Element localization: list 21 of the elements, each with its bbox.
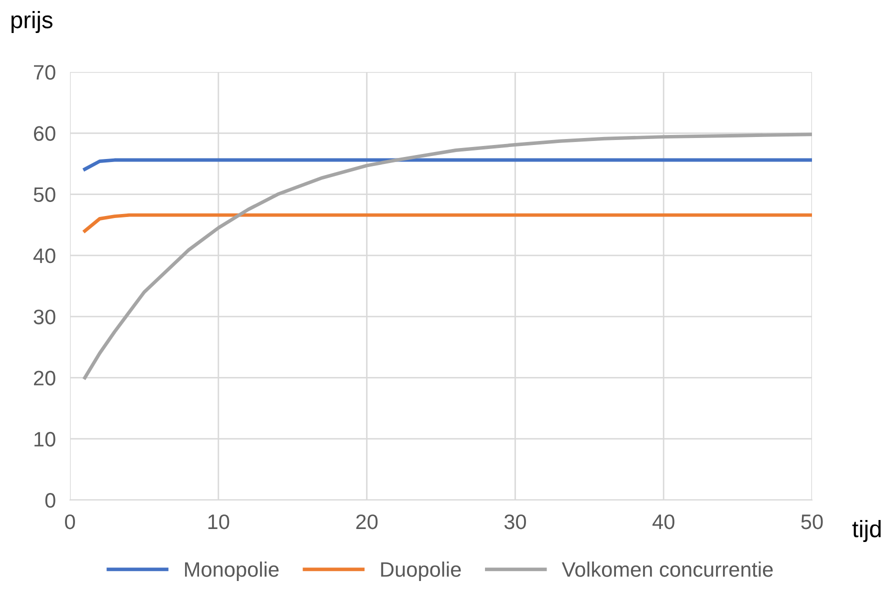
x-tick-label: 50	[801, 514, 823, 530]
x-tick-label: 10	[208, 514, 230, 530]
y-tick-label: 0	[45, 493, 56, 508]
y-tick-label: 40	[33, 248, 56, 264]
line-series	[83, 213, 812, 233]
x-tick-label: 0	[65, 514, 75, 530]
legend-label: Monopolie	[185, 562, 279, 581]
x-tick-label: 20	[356, 514, 378, 530]
legend-label: Duopolie	[381, 562, 461, 581]
y-axis-title: prijs	[12, 10, 52, 34]
x-axis-title: tijd	[852, 520, 881, 542]
legend-label: Volkomen concurrentie	[562, 562, 773, 577]
y-tick-label: 60	[34, 126, 56, 141]
x-tick-label: 30	[504, 514, 526, 530]
y-tick-label: 30	[34, 310, 56, 324]
line-series	[83, 132, 812, 380]
y-tick-label: 10	[34, 432, 56, 447]
x-tick-label: 40	[652, 514, 674, 530]
y-tick-label: 50	[34, 187, 56, 202]
y-tick-label: 20	[34, 370, 56, 386]
y-tick-label: 70	[34, 65, 56, 80]
